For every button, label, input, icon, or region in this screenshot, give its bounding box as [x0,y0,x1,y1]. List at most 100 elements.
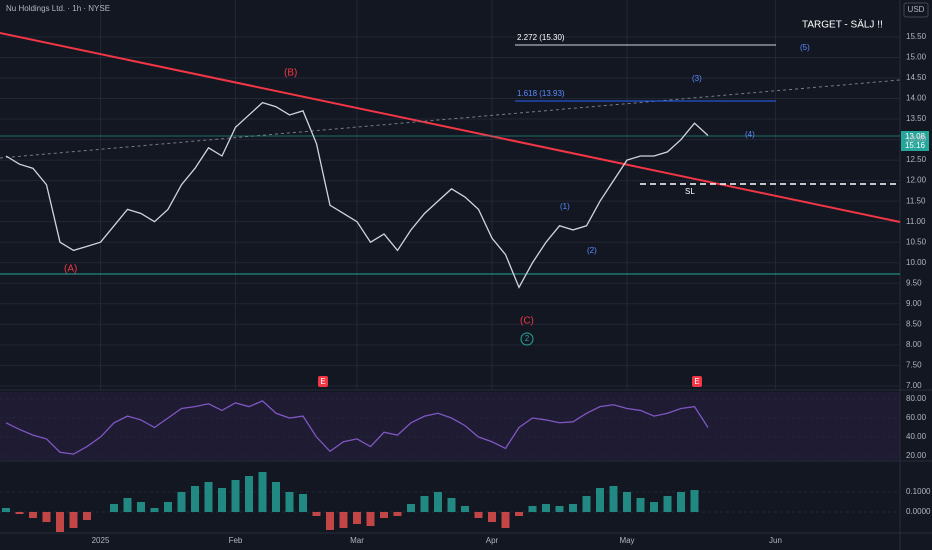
earnings-label[interactable]: E [694,377,699,386]
histogram-bar [83,512,91,520]
histogram-bar [258,472,267,512]
wave-label: (2) [587,246,597,255]
y-tick-label: 0.1000 [906,487,931,496]
y-tick-label: 20.00 [906,451,927,460]
histogram-bar [677,492,685,512]
y-tick-label: 15.50 [906,32,927,41]
histogram-bar [623,492,631,512]
currency[interactable]: USD [908,5,925,14]
histogram-bar [636,498,645,512]
y-tick-label: 60.00 [906,413,927,422]
histogram-bar [690,490,699,512]
x-tick-label: Mar [350,536,364,545]
histogram-bar [528,506,537,512]
wave-marker-label: 2 [525,334,530,343]
rsi-pane [0,392,900,460]
y-tick-label: 0.0000 [906,507,931,516]
histogram-bar [339,512,348,528]
histogram-bar [596,488,604,512]
histogram-bar [569,504,577,512]
wave-label: (A) [64,264,77,275]
histogram-bar [474,512,483,518]
price-line [5,101,709,289]
wave-label: (5) [800,43,810,52]
y-tick-label: 8.00 [906,340,922,349]
y-tick-label: 13.50 [906,114,927,123]
histogram-bar [191,486,199,512]
y-tick-label: 80.00 [906,394,927,403]
y-tick-label: 40.00 [906,432,927,441]
histogram-bar [218,488,226,512]
x-tick-label: May [619,536,634,545]
histogram-bar [110,504,118,512]
y-tick-label: 9.50 [906,278,922,287]
last-price: 13.08 [905,132,926,141]
histogram-bar [555,506,564,512]
symbol-title: Nu Holdings Ltd. · 1h · NYSE [6,4,110,13]
wave-marker [520,332,534,346]
y-tick-label: 11.00 [906,217,926,226]
wave-label: (C) [520,316,534,327]
earnings-marker[interactable] [318,376,328,387]
x-tick-label: 2025 [92,536,110,545]
countdown: 15:16 [905,141,926,150]
y-tick-label: 10.50 [906,237,927,246]
histogram-bar [353,512,361,524]
histogram-bar [164,502,172,512]
histogram-bar [461,506,469,512]
histogram-bar [312,512,321,516]
histogram-bar [204,482,213,512]
trendline [0,32,901,223]
wave-label: (3) [692,74,702,83]
fib-label: 1.618 (13.93) [517,89,565,98]
histogram-bar [434,492,442,512]
histogram-bar [609,486,618,512]
histogram-bar [15,512,24,514]
histogram-bar [663,496,672,512]
y-tick-label: 9.00 [906,299,922,308]
histogram-bar [231,480,240,512]
histogram-bar [420,496,429,512]
histogram-bar [177,492,186,512]
trendline-dashed [0,79,901,159]
wave-label: (B) [284,68,297,79]
x-tick-label: Feb [229,536,243,545]
y-tick-label: 8.50 [906,319,922,328]
x-tick-label: Apr [486,536,499,545]
earnings-label[interactable]: E [320,377,325,386]
y-tick-label: 7.50 [906,360,922,369]
histogram-bar [56,512,64,532]
histogram-bar [272,482,280,512]
histogram-bar [150,508,159,512]
histogram-bar [245,476,253,512]
x-tick-label: Jun [769,536,782,545]
histogram-bar [366,512,375,526]
histogram-bar [393,512,402,516]
y-tick-label: 12.00 [906,176,927,185]
last-price-box [901,131,929,151]
fib-label: 2.272 (15.30) [517,33,565,42]
histogram-bar [447,498,456,512]
histogram-bar [582,496,591,512]
y-tick-label: 15.00 [906,53,927,62]
histogram-bar [488,512,496,522]
histogram-bar [380,512,388,518]
wave-label: (1) [560,202,570,211]
y-tick-label: 7.00 [906,381,922,390]
y-tick-label: 13.00 [906,135,927,144]
histogram-bar [501,512,510,528]
currency-button[interactable] [903,2,929,18]
y-tick-label: 14.50 [906,73,927,82]
price-line [5,400,709,455]
earnings-marker[interactable] [692,376,702,387]
histogram-bar [285,492,294,512]
histogram-bar [515,512,523,516]
histogram-bar [2,508,10,512]
histogram-bar [650,502,658,512]
histogram-bar [407,504,415,512]
histogram-bar [123,498,132,512]
histogram-bar [137,502,145,512]
histogram-bar [299,494,307,512]
